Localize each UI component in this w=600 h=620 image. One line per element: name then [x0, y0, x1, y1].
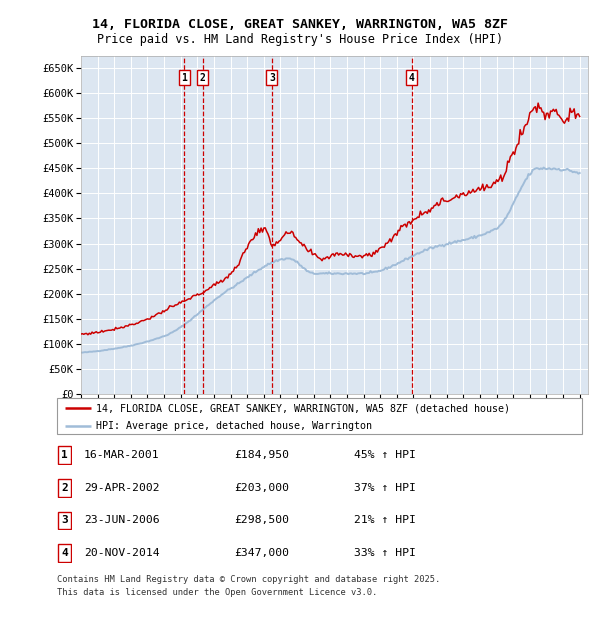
Text: 4: 4: [409, 73, 415, 82]
Text: 1: 1: [61, 450, 68, 460]
Text: 2: 2: [61, 482, 68, 493]
Text: 14, FLORIDA CLOSE, GREAT SANKEY, WARRINGTON, WA5 8ZF (detached house): 14, FLORIDA CLOSE, GREAT SANKEY, WARRING…: [97, 403, 511, 413]
Text: 45% ↑ HPI: 45% ↑ HPI: [354, 450, 416, 460]
Text: £298,500: £298,500: [234, 515, 289, 526]
Text: HPI: Average price, detached house, Warrington: HPI: Average price, detached house, Warr…: [97, 421, 373, 431]
Text: 2: 2: [200, 73, 206, 82]
Text: Contains HM Land Registry data © Crown copyright and database right 2025.: Contains HM Land Registry data © Crown c…: [57, 575, 440, 584]
Text: 20-NOV-2014: 20-NOV-2014: [84, 548, 160, 559]
Text: 37% ↑ HPI: 37% ↑ HPI: [354, 482, 416, 493]
Text: 16-MAR-2001: 16-MAR-2001: [84, 450, 160, 460]
Text: 21% ↑ HPI: 21% ↑ HPI: [354, 515, 416, 526]
Text: This data is licensed under the Open Government Licence v3.0.: This data is licensed under the Open Gov…: [57, 588, 377, 598]
Text: Price paid vs. HM Land Registry's House Price Index (HPI): Price paid vs. HM Land Registry's House …: [97, 33, 503, 45]
Text: 23-JUN-2006: 23-JUN-2006: [84, 515, 160, 526]
Text: 4: 4: [61, 548, 68, 559]
Text: 3: 3: [61, 515, 68, 526]
Text: £203,000: £203,000: [234, 482, 289, 493]
Text: 14, FLORIDA CLOSE, GREAT SANKEY, WARRINGTON, WA5 8ZF: 14, FLORIDA CLOSE, GREAT SANKEY, WARRING…: [92, 19, 508, 31]
Text: 29-APR-2002: 29-APR-2002: [84, 482, 160, 493]
Text: £184,950: £184,950: [234, 450, 289, 460]
Text: 33% ↑ HPI: 33% ↑ HPI: [354, 548, 416, 559]
Text: 3: 3: [269, 73, 275, 82]
Text: 1: 1: [181, 73, 187, 82]
Text: £347,000: £347,000: [234, 548, 289, 559]
